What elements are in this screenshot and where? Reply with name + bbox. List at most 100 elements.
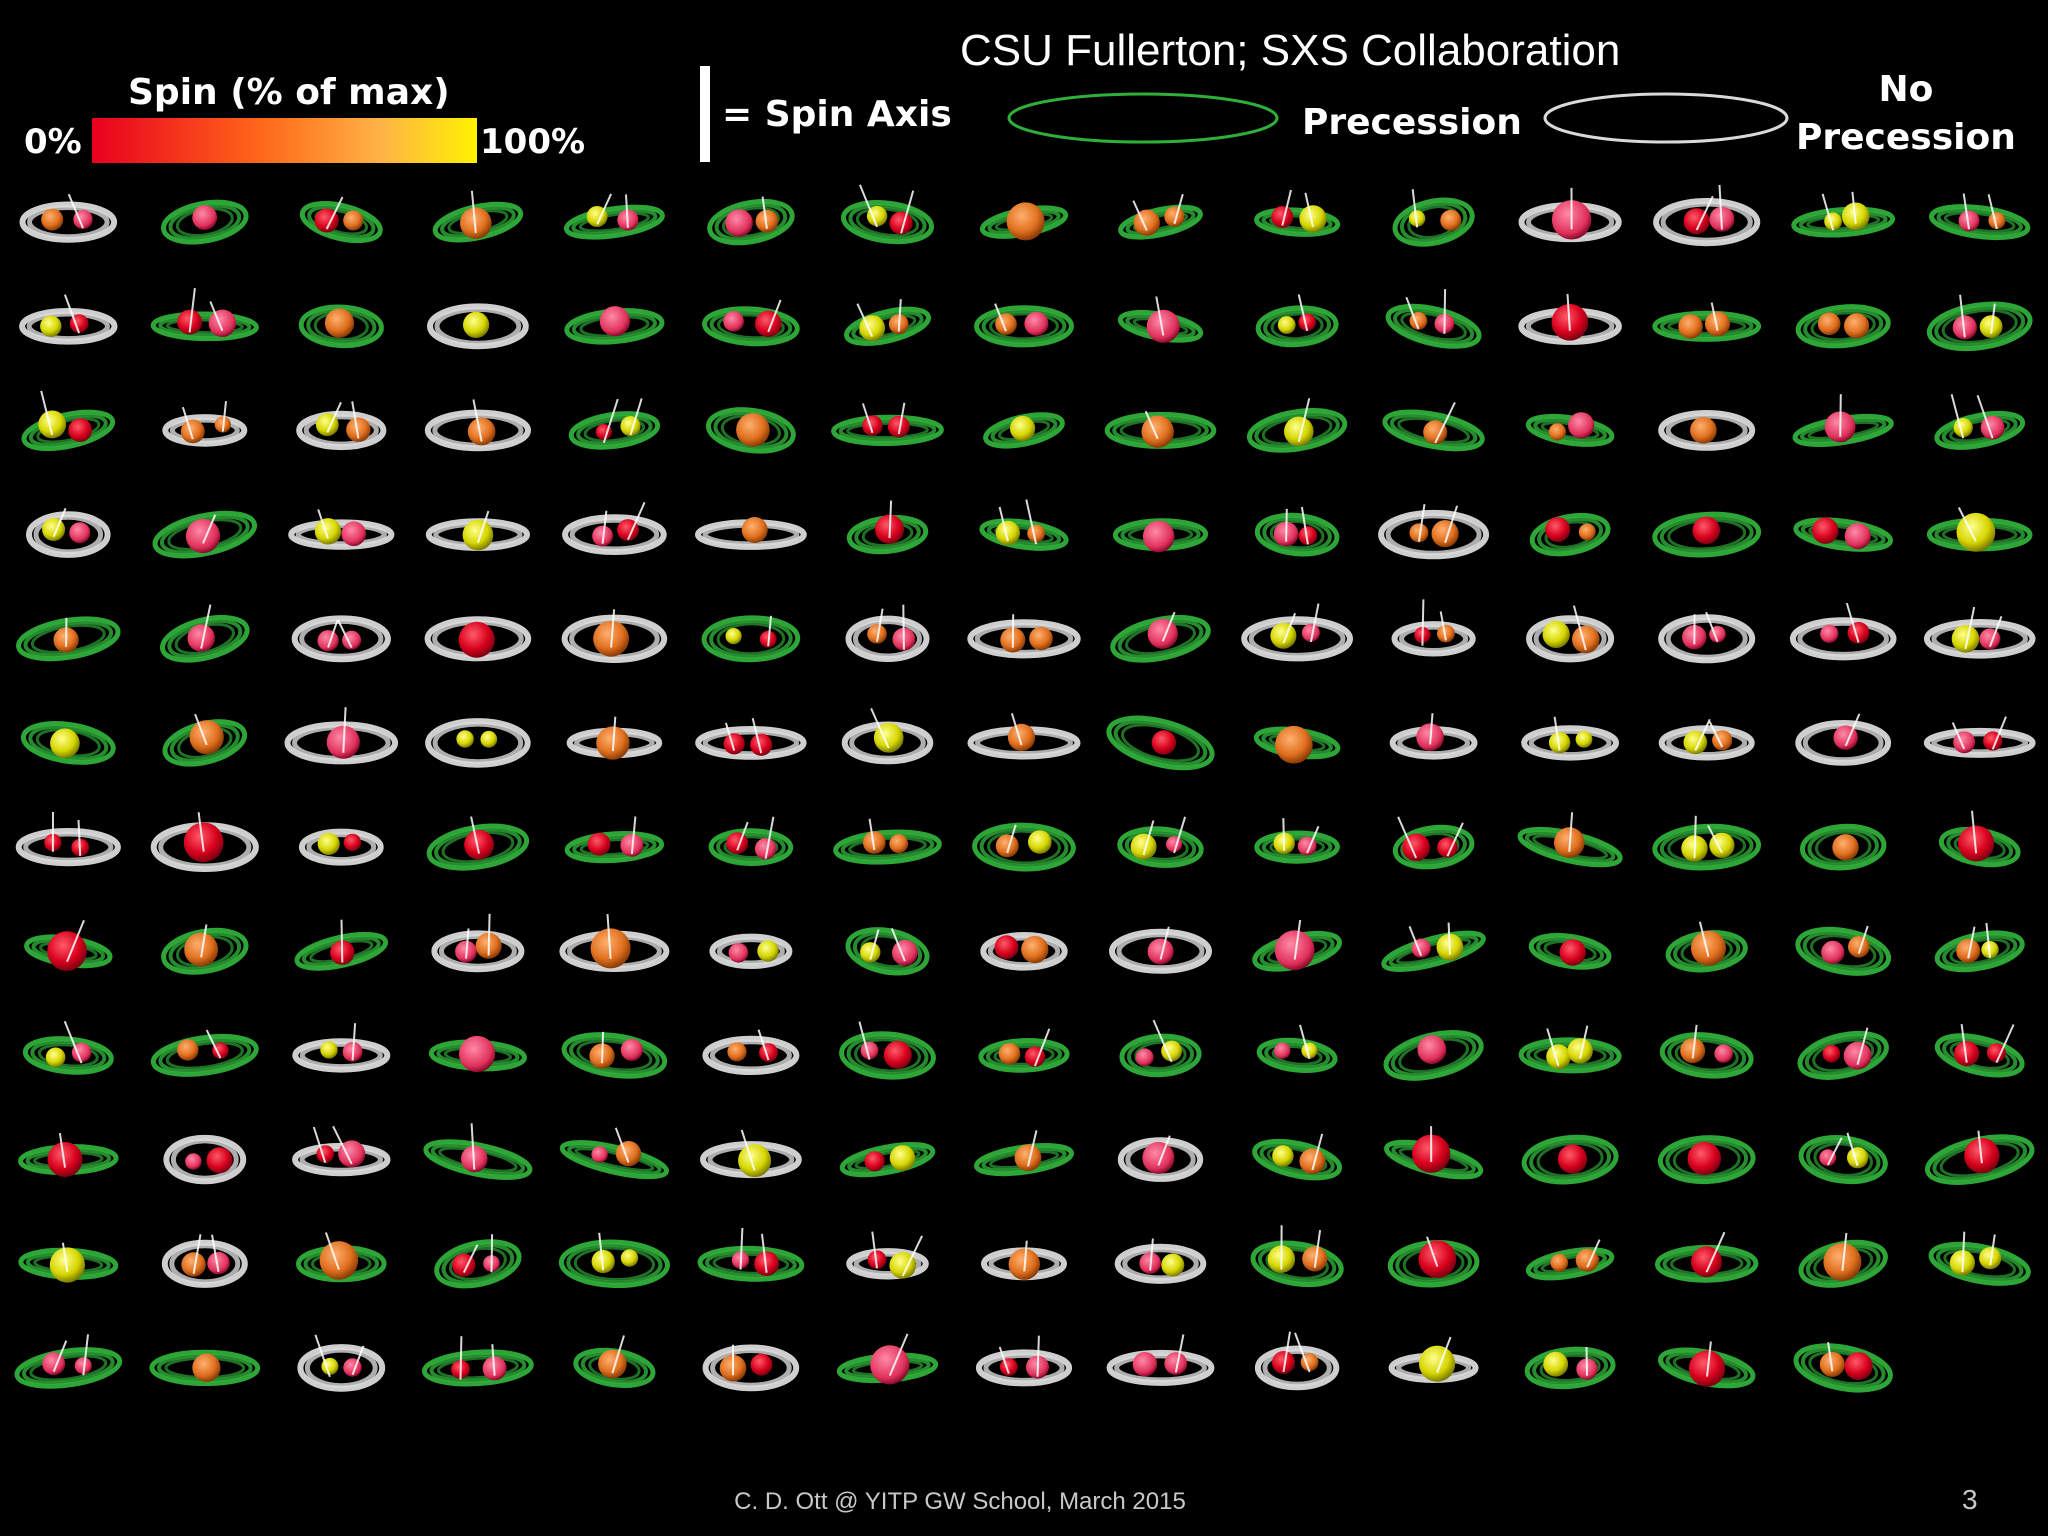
simulation-thumbnail xyxy=(1389,713,1478,760)
simulation-thumbnail xyxy=(298,304,384,349)
simulation-thumbnail xyxy=(697,1227,805,1282)
simulation-thumbnail xyxy=(967,713,1081,760)
simulation-thumbnail xyxy=(1658,718,1755,761)
simulation-thumbnail xyxy=(1795,925,1892,976)
simulation-thumbnail xyxy=(702,299,800,347)
simulation-thumbnail xyxy=(974,303,1074,348)
simulation-thumbnail xyxy=(150,812,259,872)
simulation-thumbnail xyxy=(1518,1025,1622,1074)
simulation-thumbnail xyxy=(297,1334,386,1392)
simulation-thumbnail xyxy=(1658,611,1756,664)
simulation-thumbnail xyxy=(292,1023,391,1073)
simulation-thumbnail xyxy=(702,1029,800,1076)
simulation-thumbnail xyxy=(15,811,121,867)
colorbar-title: Spin (% of max) xyxy=(128,72,450,113)
simulation-thumbnail xyxy=(1104,410,1217,449)
simulation-thumbnail xyxy=(559,914,670,972)
precession-label: Precession xyxy=(1302,102,1522,143)
simulation-thumbnail xyxy=(1378,504,1490,560)
simulation-thumbnail xyxy=(1521,716,1619,761)
simulation-thumbnail xyxy=(162,400,248,447)
simulation-thumbnail xyxy=(1109,926,1212,974)
simulation-thumbnail xyxy=(1518,293,1622,345)
simulation-thumbnail xyxy=(1114,1238,1207,1284)
simulation-thumbnail xyxy=(1525,1239,1615,1281)
simulation-thumbnail xyxy=(1792,394,1894,447)
simulation-thumbnail xyxy=(978,1028,1070,1073)
simulation-thumbnail xyxy=(561,609,668,663)
no-precession-label: No Precession xyxy=(1796,66,2016,162)
simulation-thumbnail xyxy=(562,501,667,556)
simulation-thumbnail xyxy=(1112,518,1209,553)
simulation-thumbnail xyxy=(1525,412,1615,447)
simulation-thumbnail xyxy=(841,707,934,765)
spin-colorbar xyxy=(92,118,477,163)
simulation-thumbnail xyxy=(1655,1231,1759,1283)
simulation-thumbnail xyxy=(424,399,531,452)
simulation-thumbnail xyxy=(26,507,111,558)
simulation-thumbnail xyxy=(558,1232,670,1289)
simulation-thumbnail xyxy=(1652,815,1762,871)
simulation-thumbnail xyxy=(972,822,1076,872)
simulation-thumbnail xyxy=(831,402,944,447)
simulation-thumbnail xyxy=(836,1333,939,1385)
simulation-thumbnail xyxy=(1250,1225,1344,1288)
simulation-thumbnail xyxy=(1789,602,1897,661)
simulation-thumbnail xyxy=(695,717,807,760)
simulation-thumbnail xyxy=(16,616,121,662)
footer-text: C. D. Ott @ YITP GW School, March 2015 xyxy=(734,1488,1186,1515)
simulation-thumbnail xyxy=(288,509,395,550)
simulation-thumbnail xyxy=(1255,294,1339,348)
simulation-thumbnail xyxy=(24,919,113,971)
simulation-thumbnail xyxy=(1798,1232,1888,1288)
simulation-thumbnail xyxy=(18,1132,119,1177)
simulation-thumbnail xyxy=(296,401,387,451)
simulation-thumbnail xyxy=(1652,302,1762,342)
simulation-thumbnail xyxy=(427,303,529,350)
simulation-thumbnail xyxy=(563,193,665,240)
precession-ring-icon xyxy=(1007,92,1279,144)
simulation-thumbnail xyxy=(149,1349,261,1387)
binary-simulation-grid xyxy=(14,184,2036,1393)
simulation-thumbnail xyxy=(1387,1236,1480,1288)
simulation-thumbnail xyxy=(845,927,930,976)
simulation-thumbnail xyxy=(431,913,525,973)
simulation-thumbnail xyxy=(296,1232,387,1283)
simulation-thumbnail xyxy=(701,615,801,663)
no-precession-label-line1: No xyxy=(1878,69,1934,110)
simulation-thumbnail xyxy=(1392,816,1475,870)
simulation-thumbnail xyxy=(564,816,665,864)
simulation-thumbnail xyxy=(424,616,532,662)
simulation-thumbnail xyxy=(1106,715,1215,771)
simulation-thumbnail xyxy=(1254,506,1340,557)
simulation-thumbnail xyxy=(1382,401,1485,452)
simulation-thumbnail xyxy=(707,196,795,246)
simulation-thumbnail xyxy=(422,1336,534,1387)
simulation-thumbnail xyxy=(1252,919,1342,972)
simulation-thumbnail xyxy=(967,614,1081,659)
simulation-thumbnail xyxy=(1934,394,2026,450)
simulation-thumbnail xyxy=(150,287,259,342)
simulation-thumbnail xyxy=(979,499,1069,551)
simulation-thumbnail xyxy=(979,202,1069,241)
simulation-thumbnail xyxy=(839,1141,936,1178)
simulation-thumbnail xyxy=(1798,1132,1888,1185)
simulation-thumbnail xyxy=(846,1231,929,1280)
simulation-thumbnail xyxy=(19,294,118,345)
simulation-thumbnail xyxy=(425,510,530,551)
simulation-thumbnail xyxy=(1254,189,1341,237)
simulation-thumbnail xyxy=(161,924,249,975)
simulation-thumbnail xyxy=(1252,1133,1343,1181)
image-credit: CSU Fullerton; SXS Collaboration xyxy=(960,26,1621,75)
simulation-thumbnail xyxy=(1254,818,1340,864)
simulation-thumbnail xyxy=(564,306,665,345)
simulation-thumbnail xyxy=(1381,922,1486,972)
simulation-thumbnail xyxy=(1528,932,1612,970)
simulation-thumbnail xyxy=(708,816,794,867)
simulation-thumbnail xyxy=(844,299,931,346)
no-precession-label-line2: Precession xyxy=(1796,117,2016,158)
simulation-thumbnail xyxy=(1924,1130,2035,1185)
simulation-thumbnail xyxy=(1665,921,1748,973)
spin-axis-label: = Spin Axis xyxy=(722,94,952,135)
simulation-thumbnail xyxy=(1795,304,1891,349)
